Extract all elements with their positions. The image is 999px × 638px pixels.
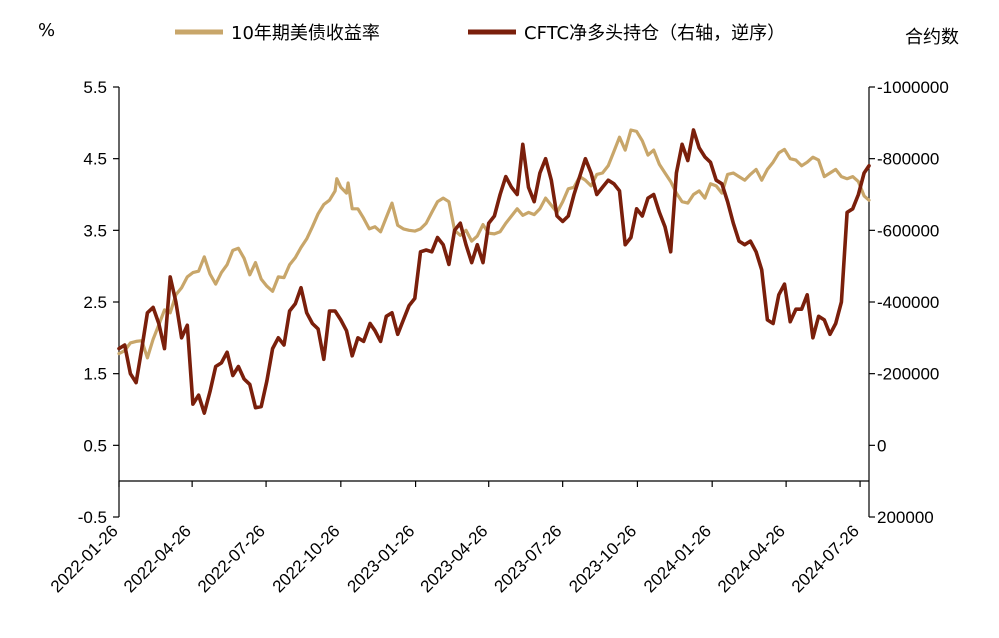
x-tick-label: 2022-10-26 <box>269 521 344 596</box>
left-axis-unit: % <box>38 20 55 41</box>
right-tick-label: -800000 <box>877 150 939 169</box>
x-tick-label: 2024-07-26 <box>788 521 863 596</box>
left-tick-label: 0.5 <box>83 436 107 455</box>
right-axis-ticks: -1000000 -800000 -600000 -400000 -200000 0 200… <box>869 78 949 527</box>
left-tick-label: -0.5 <box>78 508 107 527</box>
x-tick-label: 2022-07-26 <box>194 521 269 596</box>
legend-label-cftc: CFTC净多头持仓（右轴，逆序） <box>524 23 785 44</box>
left-tick-label: 2.5 <box>83 293 107 312</box>
legend-label-yield: 10年期美债收益率 <box>231 23 380 44</box>
x-tick-label: 2023-01-26 <box>343 521 418 596</box>
right-tick-label: 0 <box>877 436 886 455</box>
x-tick-label: 2024-04-26 <box>714 521 789 596</box>
x-tick-label: 2023-04-26 <box>417 521 492 596</box>
x-tick-label: 2023-10-26 <box>565 521 640 596</box>
left-tick-label: 4.5 <box>83 150 107 169</box>
series-line-yield <box>117 128 871 360</box>
legend: 10年期美债收益率 CFTC净多头持仓（右轴，逆序） <box>175 23 785 44</box>
left-tick-label: 1.5 <box>83 365 107 384</box>
right-tick-label: -600000 <box>877 221 939 240</box>
series-line-cftc <box>117 128 871 415</box>
x-tick-label: 2022-01-26 <box>47 521 122 596</box>
right-tick-label: 200000 <box>877 508 934 527</box>
right-tick-label: -200000 <box>877 365 939 384</box>
left-axis-ticks: 5.5 4.5 3.5 2.5 1.5 0.5 -0.5 <box>78 78 119 527</box>
right-tick-label: -400000 <box>877 293 939 312</box>
right-tick-label: -1000000 <box>877 78 949 97</box>
left-tick-label: 3.5 <box>83 221 107 240</box>
axes <box>118 87 870 517</box>
left-tick-label: 5.5 <box>83 78 107 97</box>
right-axis-unit: 合约数 <box>905 27 959 48</box>
x-tick-label: 2023-07-26 <box>491 521 566 596</box>
x-tick-label: 2022-04-26 <box>120 521 195 596</box>
x-tick-label: 2024-01-26 <box>640 521 715 596</box>
